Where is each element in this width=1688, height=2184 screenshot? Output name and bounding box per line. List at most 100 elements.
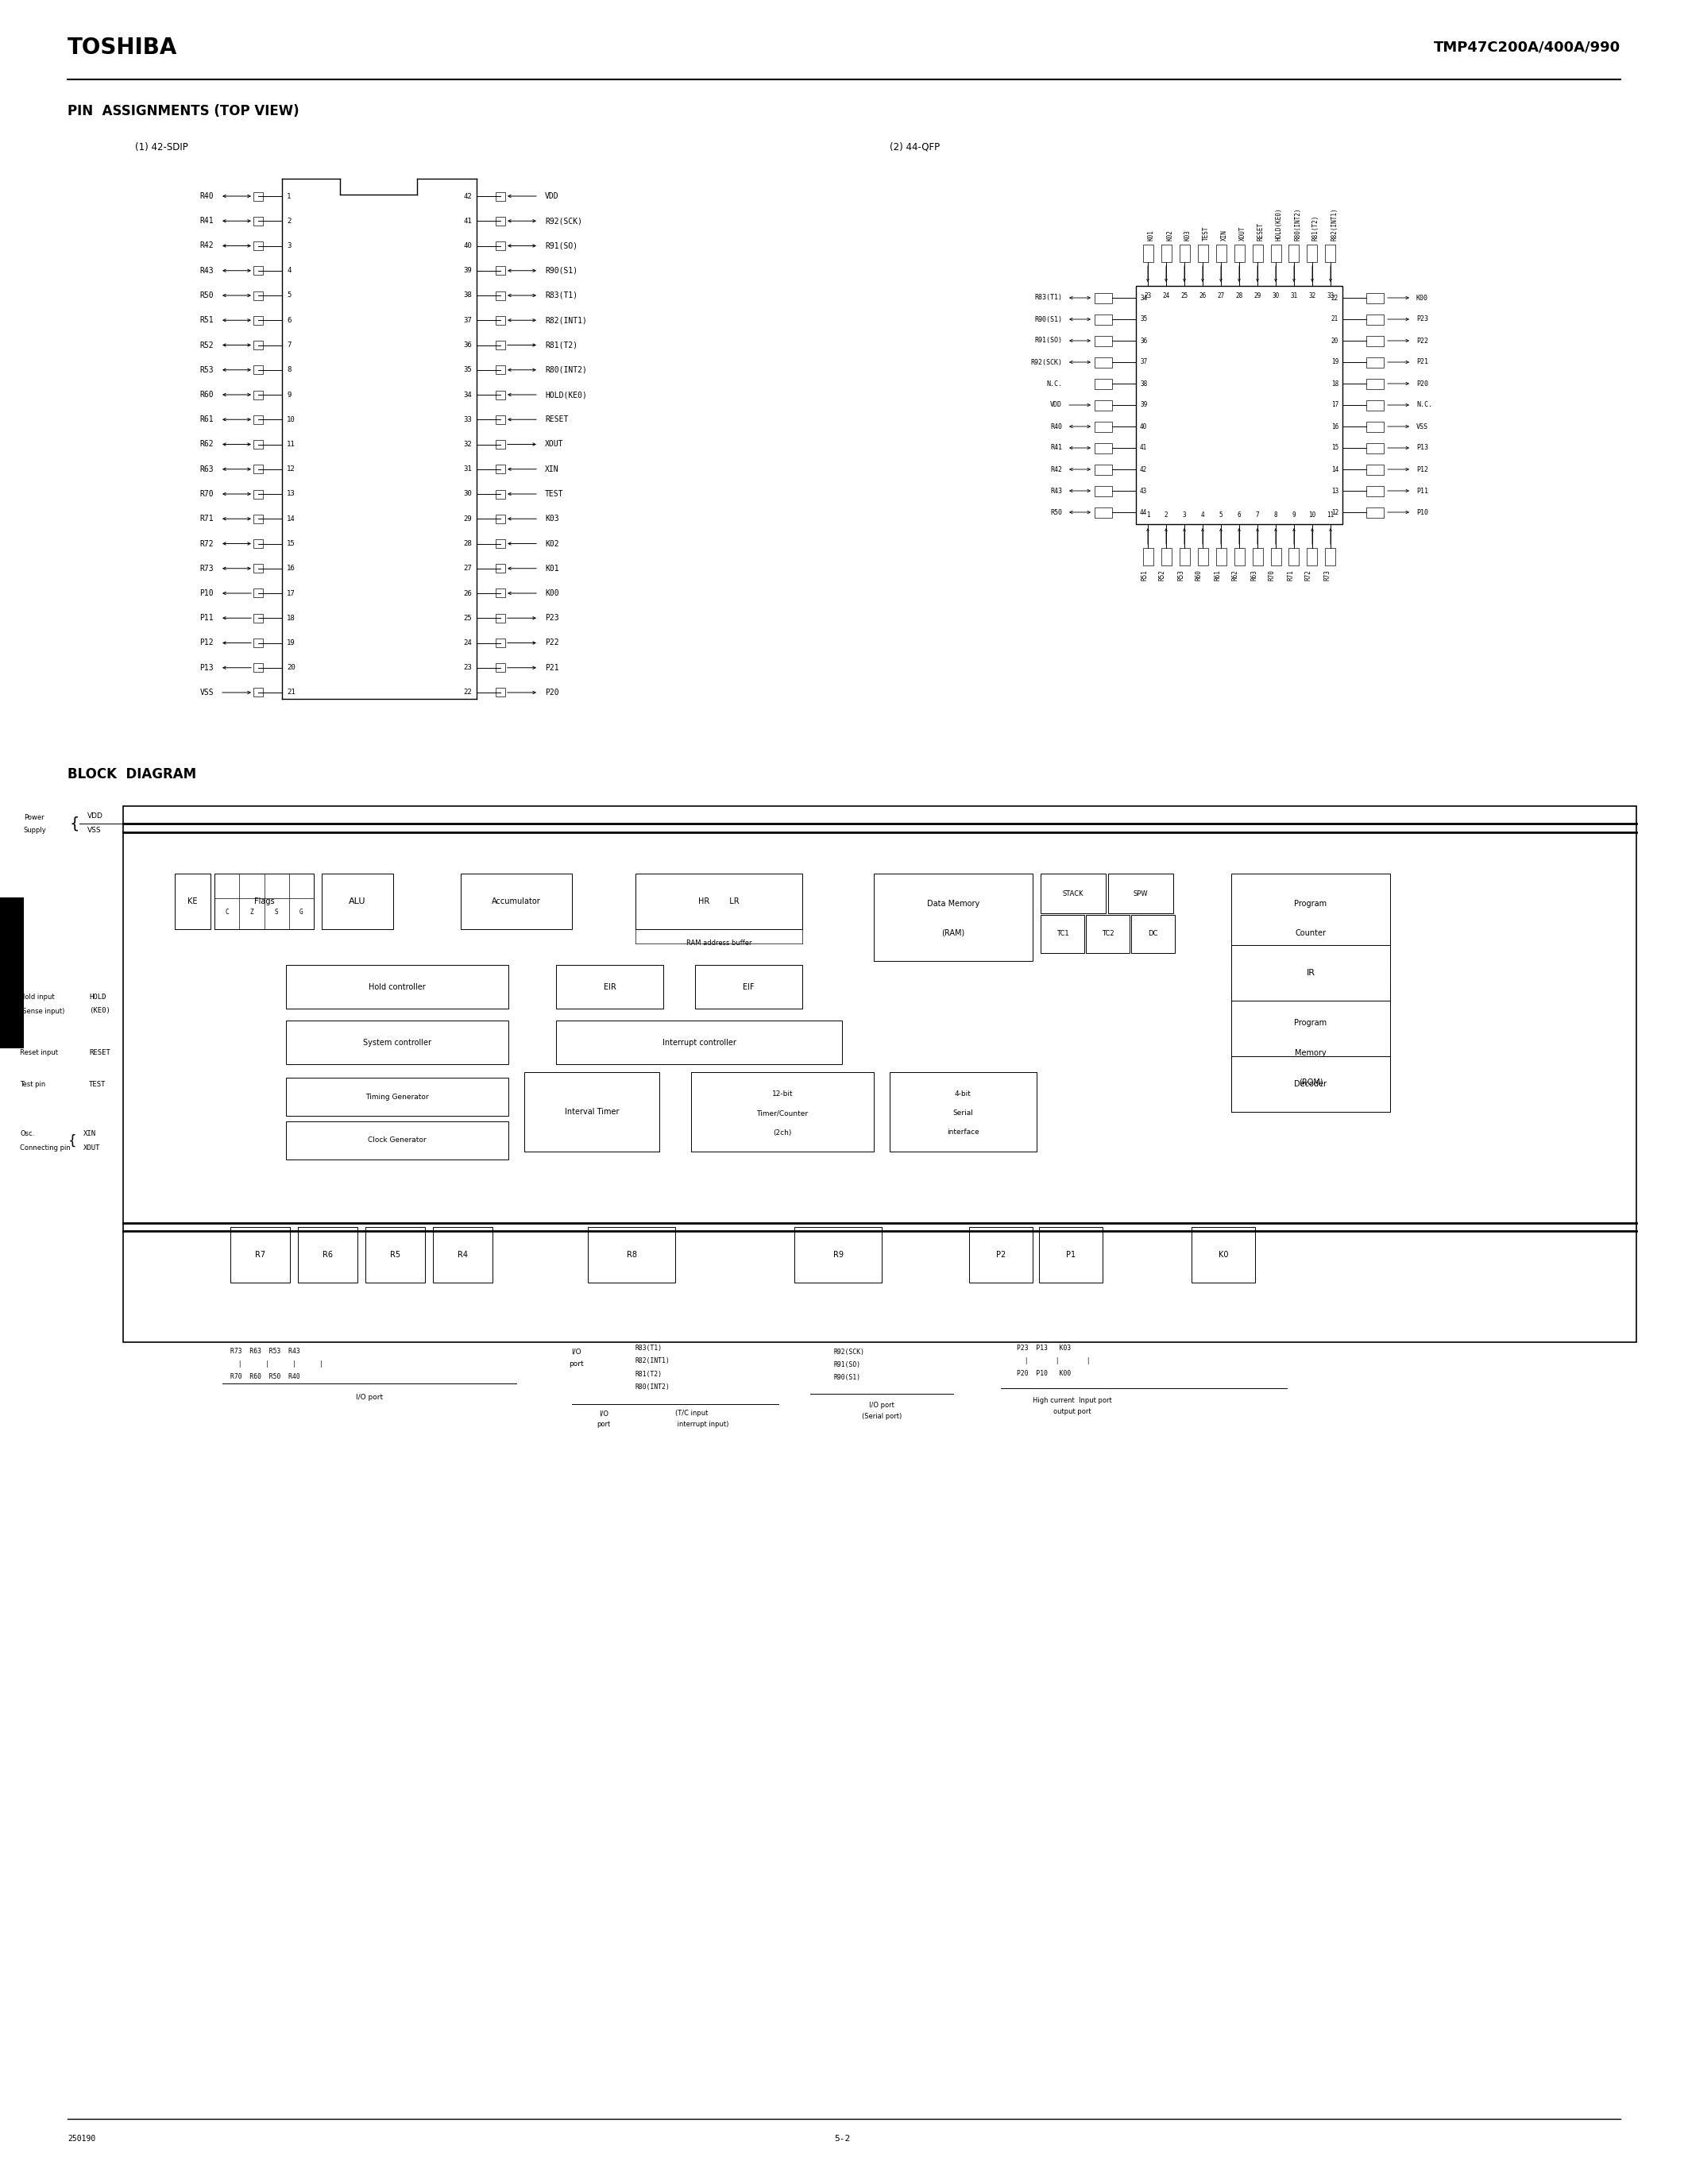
Text: R92(SCK): R92(SCK) — [1030, 358, 1062, 365]
Text: K03: K03 — [1185, 229, 1192, 240]
Text: P22: P22 — [1416, 336, 1428, 345]
Text: 26: 26 — [1198, 293, 1207, 299]
Text: XIN: XIN — [1220, 229, 1229, 240]
Text: Memory: Memory — [1295, 1048, 1327, 1057]
Text: (Sense input): (Sense input) — [20, 1007, 64, 1016]
Text: R42: R42 — [199, 242, 214, 249]
Bar — [496, 365, 505, 373]
Text: R52: R52 — [199, 341, 214, 349]
Text: 17: 17 — [1332, 402, 1339, 408]
Text: TMP47C200A/400A/990: TMP47C200A/400A/990 — [1433, 41, 1620, 55]
Text: 40: 40 — [1139, 424, 1148, 430]
Bar — [1366, 465, 1384, 474]
Text: Hold controller: Hold controller — [368, 983, 425, 992]
Bar — [496, 563, 505, 572]
Text: P20: P20 — [545, 688, 559, 697]
Text: R81(T2): R81(T2) — [635, 1369, 663, 1378]
Text: R9: R9 — [832, 1251, 844, 1258]
Bar — [285, 1077, 508, 1116]
Text: Program: Program — [1295, 1020, 1327, 1026]
Text: 32: 32 — [1308, 293, 1317, 299]
Bar — [496, 590, 505, 598]
Text: 22: 22 — [1332, 295, 1339, 301]
Text: 31: 31 — [463, 465, 473, 472]
Bar — [496, 242, 505, 251]
Bar — [496, 317, 505, 325]
Bar — [1085, 915, 1129, 952]
Bar — [214, 874, 314, 928]
Text: P11: P11 — [1416, 487, 1428, 494]
Text: R81(T2): R81(T2) — [545, 341, 577, 349]
Text: 38: 38 — [463, 293, 473, 299]
Text: K00: K00 — [1416, 295, 1428, 301]
Bar — [1094, 507, 1112, 518]
Text: {: { — [69, 817, 79, 832]
Text: PIN  ASSIGNMENTS (TOP VIEW): PIN ASSIGNMENTS (TOP VIEW) — [68, 105, 299, 118]
Text: 19: 19 — [287, 640, 295, 646]
Text: 43: 43 — [1139, 487, 1148, 494]
Text: System controller: System controller — [363, 1037, 432, 1046]
Text: 25: 25 — [1180, 293, 1188, 299]
Text: 15: 15 — [287, 539, 295, 548]
Text: XIN: XIN — [545, 465, 559, 474]
Text: P23: P23 — [1416, 317, 1428, 323]
Bar — [1271, 245, 1281, 262]
Bar — [1366, 336, 1384, 345]
Text: 20: 20 — [1332, 336, 1339, 345]
Text: SPW: SPW — [1133, 889, 1148, 898]
Text: 12: 12 — [1332, 509, 1339, 515]
Text: P11: P11 — [199, 614, 214, 622]
Bar — [525, 1072, 660, 1151]
Text: 7: 7 — [287, 341, 290, 349]
Bar — [695, 965, 802, 1009]
Text: 10: 10 — [287, 415, 295, 424]
Text: (Serial port): (Serial port) — [863, 1413, 901, 1420]
Text: R62: R62 — [1232, 570, 1239, 581]
Bar — [1307, 245, 1317, 262]
Text: 4-bit: 4-bit — [955, 1090, 972, 1099]
Text: Power: Power — [24, 815, 44, 821]
Bar — [1197, 245, 1209, 262]
Text: 1: 1 — [287, 192, 290, 199]
Text: Accumulator: Accumulator — [491, 898, 540, 906]
Text: |       |       |: | | | — [1016, 1358, 1090, 1365]
Text: 24: 24 — [1163, 293, 1170, 299]
Bar — [0, 898, 24, 1048]
Text: 11: 11 — [287, 441, 295, 448]
Text: (2) 44-QFP: (2) 44-QFP — [890, 142, 940, 153]
Text: R71: R71 — [1286, 570, 1295, 581]
Text: K01: K01 — [1148, 229, 1155, 240]
Text: VSS: VSS — [199, 688, 214, 697]
Bar — [1040, 915, 1084, 952]
Text: R90(S1): R90(S1) — [545, 266, 577, 275]
Bar — [1366, 485, 1384, 496]
Text: G: G — [299, 909, 304, 915]
Text: R43: R43 — [199, 266, 214, 275]
Text: TOSHIBA: TOSHIBA — [68, 37, 177, 59]
Text: R90(S1): R90(S1) — [834, 1374, 861, 1380]
Text: R50: R50 — [199, 290, 214, 299]
Text: 2: 2 — [1165, 511, 1168, 518]
Bar — [690, 1072, 874, 1151]
Text: Timer/Counter: Timer/Counter — [756, 1109, 809, 1116]
Bar — [1231, 874, 1391, 961]
Text: 21: 21 — [287, 688, 295, 697]
Text: (RAM): (RAM) — [942, 928, 966, 937]
Bar — [253, 539, 263, 548]
Text: 24: 24 — [463, 640, 473, 646]
Text: Test pin: Test pin — [20, 1081, 46, 1088]
Text: TEST: TEST — [545, 489, 564, 498]
Bar — [1366, 314, 1384, 325]
Text: R40: R40 — [1050, 424, 1062, 430]
Text: VDD: VDD — [88, 812, 103, 819]
Text: R70  R60  R50  R40: R70 R60 R50 R40 — [230, 1374, 300, 1380]
Bar — [1094, 293, 1112, 304]
Bar — [496, 341, 505, 349]
Bar — [496, 489, 505, 498]
Text: 40: 40 — [463, 242, 473, 249]
Bar — [253, 664, 263, 673]
Text: Timing Generator: Timing Generator — [366, 1094, 429, 1101]
Text: HOLD: HOLD — [89, 994, 106, 1000]
Text: P23  P13   K03: P23 P13 K03 — [1016, 1345, 1070, 1352]
Text: Data Memory: Data Memory — [927, 900, 979, 909]
